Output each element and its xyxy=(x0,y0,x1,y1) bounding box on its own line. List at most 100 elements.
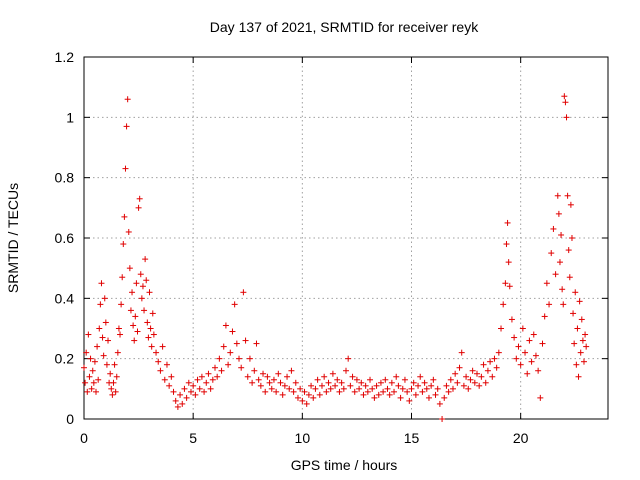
data-point xyxy=(508,316,515,323)
data-point xyxy=(397,394,404,401)
data-point xyxy=(121,213,128,220)
data-point xyxy=(273,388,280,395)
data-point xyxy=(225,361,232,368)
data-point xyxy=(212,364,218,371)
data-point xyxy=(122,165,129,172)
data-point xyxy=(112,388,119,395)
data-point xyxy=(471,379,478,386)
data-point xyxy=(179,400,186,407)
data-point xyxy=(369,385,376,392)
data-point xyxy=(412,391,419,398)
data-point xyxy=(260,370,267,377)
grid-lines xyxy=(84,57,608,419)
data-point xyxy=(478,373,485,380)
data-point xyxy=(264,373,271,380)
data-point xyxy=(120,241,127,248)
data-point xyxy=(303,400,310,407)
data-point xyxy=(421,379,428,386)
data-point xyxy=(482,379,489,386)
data-point xyxy=(292,379,299,386)
y-tick-label: 0.2 xyxy=(55,351,75,367)
data-point xyxy=(144,319,151,326)
data-point xyxy=(377,379,384,386)
data-point xyxy=(205,370,212,377)
data-point xyxy=(113,373,120,380)
data-point xyxy=(474,370,480,377)
data-point xyxy=(415,382,422,389)
data-point xyxy=(513,355,520,362)
data-point xyxy=(537,394,544,401)
data-point xyxy=(371,394,378,401)
data-point xyxy=(493,364,500,371)
data-point xyxy=(227,349,234,356)
data-point xyxy=(408,385,415,392)
data-point xyxy=(127,307,134,314)
data-point xyxy=(109,391,116,398)
data-point xyxy=(548,250,555,257)
data-point xyxy=(251,367,258,374)
data-point xyxy=(491,355,498,362)
data-point xyxy=(329,370,336,377)
data-point xyxy=(257,382,264,389)
data-point xyxy=(410,379,417,386)
data-point xyxy=(318,382,325,389)
data-point xyxy=(288,367,295,374)
data-point xyxy=(382,376,389,383)
data-point xyxy=(299,397,306,404)
data-point xyxy=(107,370,114,377)
y-tick-label: 1 xyxy=(66,109,74,125)
data-point xyxy=(253,340,260,347)
data-point xyxy=(498,325,505,332)
data-point xyxy=(174,403,181,410)
data-point xyxy=(428,382,435,389)
data-point xyxy=(308,382,315,389)
data-point xyxy=(323,388,330,395)
data-point xyxy=(111,361,118,368)
data-point xyxy=(133,280,140,287)
x-tick-label: 10 xyxy=(295,430,311,446)
data-point xyxy=(580,358,587,365)
y-tick-label: 0 xyxy=(66,411,74,427)
data-point xyxy=(495,349,502,356)
data-point xyxy=(550,225,557,232)
data-point xyxy=(229,328,236,335)
data-point xyxy=(393,373,400,380)
data-point xyxy=(91,358,98,365)
data-point xyxy=(345,355,352,362)
data-point xyxy=(332,382,339,389)
data-point xyxy=(487,358,494,365)
data-point xyxy=(203,379,210,386)
data-point xyxy=(177,391,184,398)
data-point xyxy=(561,93,568,100)
data-point xyxy=(101,295,108,302)
data-point xyxy=(463,373,470,380)
data-point xyxy=(170,388,177,395)
data-point xyxy=(327,385,334,392)
data-point xyxy=(108,385,115,392)
data-point xyxy=(301,388,308,395)
data-point xyxy=(146,289,153,296)
data-point xyxy=(460,382,467,389)
data-point xyxy=(436,400,443,407)
data-point xyxy=(294,394,301,401)
data-point xyxy=(249,379,256,386)
data-point xyxy=(532,352,539,359)
data-point xyxy=(456,364,463,371)
data-point xyxy=(445,388,452,395)
data-point xyxy=(181,385,188,392)
data-point xyxy=(406,397,413,404)
data-point xyxy=(153,349,160,356)
data-point xyxy=(351,388,358,395)
data-point xyxy=(563,114,570,121)
data-point xyxy=(541,313,548,320)
data-point xyxy=(578,316,585,323)
data-point xyxy=(511,334,518,341)
data-point xyxy=(567,201,574,208)
data-point xyxy=(190,382,197,389)
data-point xyxy=(117,331,124,338)
data-point xyxy=(419,388,426,395)
data-point xyxy=(349,373,356,380)
data-point xyxy=(141,307,148,314)
y-tick-label: 0.6 xyxy=(55,230,75,246)
data-point xyxy=(314,376,321,383)
